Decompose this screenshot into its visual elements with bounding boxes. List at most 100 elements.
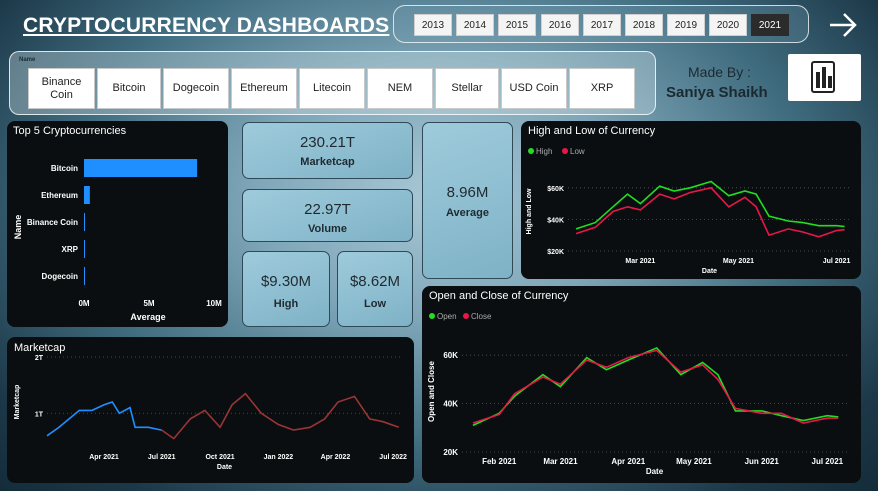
y-tick-label: 20K bbox=[443, 448, 458, 457]
high-label: High bbox=[273, 298, 299, 310]
x-tick-label: Feb 2021 bbox=[482, 457, 517, 466]
openclose-panel bbox=[422, 286, 861, 483]
year-2016-button[interactable]: 2016 bbox=[541, 14, 579, 36]
low-value: $8.62M bbox=[349, 273, 401, 290]
highlow-panel bbox=[521, 121, 861, 279]
x-tick-label: Apr 2021 bbox=[89, 454, 119, 461]
openclose-line-chart: 20K 40K 60K Feb 2021 Mar 2021 Apr 2021 May 202… bbox=[427, 312, 847, 476]
average-card: 8.96M Average bbox=[422, 122, 513, 279]
year-2018-button[interactable]: 2018 bbox=[625, 14, 663, 36]
x-axis-label: Date bbox=[702, 268, 717, 275]
next-page-arrow-icon[interactable] bbox=[828, 10, 858, 40]
made-by-label: Made By : bbox=[688, 64, 752, 80]
series-line-actual bbox=[46, 401, 162, 437]
coin-binance-coin-button[interactable]: Binance Coin bbox=[28, 68, 95, 109]
coin-litecoin-button[interactable]: Litecoin bbox=[299, 68, 365, 109]
coin-ethereum-button[interactable]: Ethereum bbox=[231, 68, 297, 109]
series-line-high bbox=[575, 180, 845, 230]
y-tick-label: $60K bbox=[547, 186, 564, 193]
bar-category-label: Ethereum bbox=[41, 191, 78, 200]
coin-bitcoin-button[interactable]: Bitcoin bbox=[97, 68, 161, 109]
bar-mark bbox=[84, 159, 198, 177]
power-bi-logo bbox=[788, 54, 861, 101]
author-name: Saniya Shaikh bbox=[666, 84, 768, 101]
x-tick-label: Jul 2022 bbox=[379, 454, 407, 461]
coin-nem-button[interactable]: NEM bbox=[367, 68, 433, 109]
year-2017-button[interactable]: 2017 bbox=[583, 14, 621, 36]
y-axis-label: Open and Close bbox=[427, 361, 436, 422]
series-line-close bbox=[472, 349, 839, 424]
legend-label: Open bbox=[437, 312, 457, 321]
x-tick-label: Jul 2021 bbox=[823, 258, 851, 265]
marketcap-label: Marketcap bbox=[300, 156, 355, 168]
marketcap-value: 230.21T bbox=[299, 134, 356, 151]
x-tick-label: Jan 2022 bbox=[264, 454, 294, 461]
bar-category-label: XRP bbox=[62, 245, 79, 254]
marketcap-panel bbox=[7, 337, 414, 483]
openclose-title: Open and Close of Currency bbox=[429, 290, 569, 302]
x-tick-label: Jul 2021 bbox=[148, 454, 176, 461]
year-2014-button[interactable]: 2014 bbox=[456, 14, 494, 36]
y-tick-label: $20K bbox=[547, 249, 564, 256]
x-tick-label: 0M bbox=[78, 299, 89, 308]
highlow-line-chart: $20K $40K $60K Mar 2021 May 2021 Jul 2021 Date… bbox=[526, 147, 851, 275]
year-2015-button[interactable]: 2015 bbox=[498, 14, 536, 36]
bar-category-label: Dogecoin bbox=[42, 272, 79, 281]
series-line-low bbox=[575, 186, 845, 238]
y-tick-label: 60K bbox=[443, 351, 458, 360]
coin-usd-coin-button[interactable]: USD Coin bbox=[501, 68, 567, 109]
bar-mark bbox=[84, 186, 90, 204]
x-tick-label: Mar 2021 bbox=[625, 258, 655, 265]
name-slicer-label: Name bbox=[19, 57, 36, 63]
bar-mark bbox=[84, 240, 85, 258]
legend-marker bbox=[429, 313, 435, 319]
marketcap-chart-title: Marketcap bbox=[14, 342, 66, 354]
x-tick-label: Apr 2021 bbox=[611, 457, 645, 466]
y-tick-label: 1T bbox=[35, 411, 44, 418]
coin-xrp-button[interactable]: XRP bbox=[569, 68, 635, 109]
average-value: 8.96M bbox=[446, 184, 489, 201]
year-2019-button[interactable]: 2019 bbox=[667, 14, 705, 36]
bar-mark bbox=[84, 213, 85, 231]
x-tick-label: Jun 2021 bbox=[745, 457, 780, 466]
year-2020-button[interactable]: 2020 bbox=[709, 14, 747, 36]
x-tick-label: Apr 2022 bbox=[321, 454, 351, 461]
bar-category-label: Bitcoin bbox=[51, 164, 78, 173]
x-tick-label: Jul 2021 bbox=[812, 457, 844, 466]
x-axis-label: Date bbox=[217, 464, 232, 471]
coin-stellar-button[interactable]: Stellar bbox=[435, 68, 499, 109]
power-bi-icon bbox=[811, 61, 835, 93]
top5-bar-chart: Bitcoin Ethereum Binance Coin XRP Dogecoin 0M… bbox=[13, 159, 222, 322]
volume-card: 22.97T Volume bbox=[242, 189, 413, 242]
legend-label: High bbox=[536, 147, 552, 156]
top5-panel bbox=[7, 121, 228, 327]
low-card: $8.62M Low bbox=[337, 251, 413, 327]
y-tick-label: 40K bbox=[443, 400, 458, 409]
x-tick-label: May 2021 bbox=[676, 457, 712, 466]
x-tick-label: Mar 2021 bbox=[543, 457, 578, 466]
y-tick-label: 2T bbox=[35, 355, 44, 362]
x-tick-label: May 2021 bbox=[723, 258, 754, 265]
legend-label: Low bbox=[570, 147, 585, 156]
year-slicer: 2013 2014 2015 2016 2017 2018 2019 2020 … bbox=[393, 5, 809, 43]
series-line-forecast bbox=[161, 392, 400, 440]
marketcap-line-chart: 1T 2T Apr 2021 Jul 2021 Oct 2021 Jan 2022 Apr … bbox=[14, 355, 407, 471]
volume-value: 22.97T bbox=[304, 201, 351, 218]
coin-dogecoin-button[interactable]: Dogecoin bbox=[163, 68, 229, 109]
legend-marker bbox=[463, 313, 469, 319]
x-axis-label: Date bbox=[646, 467, 664, 476]
year-2013-button[interactable]: 2013 bbox=[414, 14, 452, 36]
x-tick-label: 10M bbox=[206, 299, 222, 308]
marketcap-card: 230.21T Marketcap bbox=[242, 122, 413, 179]
low-label: Low bbox=[364, 298, 386, 310]
page-title: CRYPTOCURRENCY DASHBOARDS bbox=[23, 14, 390, 37]
year-2021-button[interactable]: 2021 bbox=[751, 14, 789, 36]
legend-marker bbox=[528, 148, 534, 154]
y-axis-label: Name bbox=[13, 215, 23, 240]
top5-title: Top 5 Cryptocurrencies bbox=[13, 125, 127, 137]
x-tick-label: 5M bbox=[143, 299, 154, 308]
y-axis-label: High and Low bbox=[526, 188, 533, 234]
legend-marker bbox=[562, 148, 568, 154]
y-tick-label: $40K bbox=[547, 217, 564, 224]
x-axis-label: Average bbox=[130, 312, 165, 322]
